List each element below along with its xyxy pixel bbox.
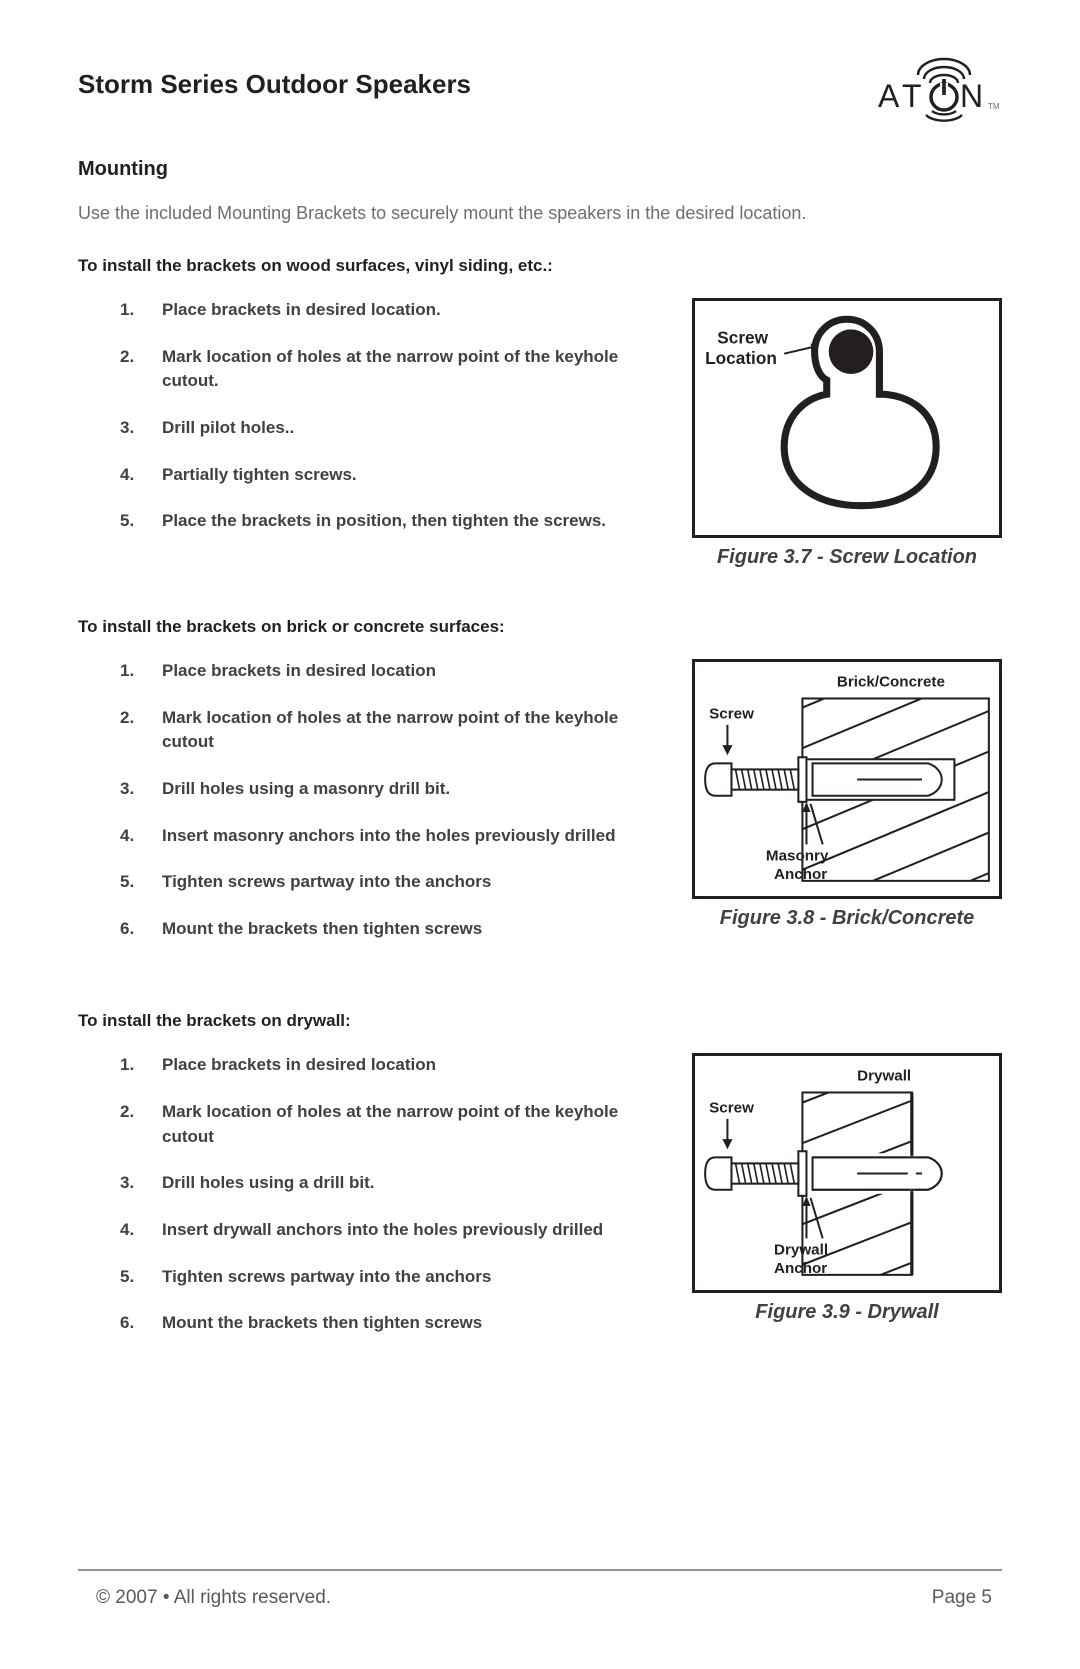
list-item: Mark location of holes at the narrow poi… (120, 706, 666, 755)
svg-text:Masonry: Masonry (766, 848, 829, 865)
list-item: Mark location of holes at the narrow poi… (120, 345, 666, 394)
figure-37: Screw Location Figure 3.7 - Screw Locati… (692, 298, 1002, 569)
svg-text:Drywall: Drywall (857, 1068, 911, 1085)
wood-heading: To install the brackets on wood surfaces… (78, 256, 1002, 276)
list-item: Partially tighten screws. (120, 463, 666, 488)
list-item: Mark location of holes at the narrow poi… (120, 1100, 666, 1149)
page-footer: © 2007 • All rights reserved. Page 5 (78, 1569, 1002, 1609)
fig37-label2: Location (705, 348, 777, 368)
wood-content-row: Place brackets in desired location. Mark… (78, 298, 1002, 569)
wood-steps: Place brackets in desired location. Mark… (78, 298, 666, 569)
figure-39-caption: Figure 3.9 - Drywall (692, 1293, 1002, 1324)
svg-text:N: N (960, 78, 983, 114)
list-item: Place the brackets in position, then tig… (120, 509, 666, 534)
section-title: Mounting (78, 158, 1002, 181)
svg-text:Screw: Screw (709, 1100, 754, 1117)
list-item: Tighten screws partway into the anchors (120, 1265, 666, 1290)
drywall-steps: Place brackets in desired location Mark … (78, 1053, 666, 1357)
list-item: Drill holes using a masonry drill bit. (120, 777, 666, 802)
list-item: Drill pilot holes.. (120, 416, 666, 441)
brick-heading: To install the brackets on brick or conc… (78, 617, 1002, 637)
page-number: Page 5 (932, 1587, 1002, 1609)
intro-text: Use the included Mounting Brackets to se… (78, 203, 1002, 224)
svg-text:Anchor: Anchor (774, 1260, 827, 1277)
svg-text:Drywall: Drywall (774, 1242, 828, 1259)
brick-content-row: Place brackets in desired location Mark … (78, 659, 1002, 963)
brick-steps: Place brackets in desired location Mark … (78, 659, 666, 963)
list-item: Tighten screws partway into the anchors (120, 870, 666, 895)
list-item: Drill holes using a drill bit. (120, 1171, 666, 1196)
figure-38: Brick/Concrete Screw Masonry Anchor Figu… (692, 659, 1002, 963)
svg-text:Screw: Screw (709, 706, 754, 723)
fig37-label1: Screw (717, 328, 768, 348)
svg-text:TM: TM (988, 102, 1000, 111)
svg-text:Brick/Concrete: Brick/Concrete (837, 673, 945, 690)
figure-38-caption: Figure 3.8 - Brick/Concrete (692, 899, 1002, 930)
list-item: Insert drywall anchors into the holes pr… (120, 1218, 666, 1243)
list-item: Place brackets in desired location. (120, 298, 666, 323)
page-title: Storm Series Outdoor Speakers (78, 55, 471, 100)
copyright: © 2007 • All rights reserved. (78, 1587, 331, 1609)
aton-logo: A T N TM (878, 55, 1002, 130)
drywall-heading: To install the brackets on drywall: (78, 1011, 1002, 1031)
list-item: Mount the brackets then tighten screws (120, 917, 666, 942)
svg-text:A: A (878, 78, 900, 114)
svg-text:Anchor: Anchor (774, 866, 827, 883)
figure-39: Drywall Screw Drywall Anchor Figure 3.9 … (692, 1053, 1002, 1357)
page-header: Storm Series Outdoor Speakers A T N TM (78, 55, 1002, 130)
svg-text:T: T (902, 78, 922, 114)
figure-37-caption: Figure 3.7 - Screw Location (692, 538, 1002, 569)
list-item: Insert masonry anchors into the holes pr… (120, 824, 666, 849)
list-item: Place brackets in desired location (120, 1053, 666, 1078)
list-item: Mount the brackets then tighten screws (120, 1311, 666, 1336)
drywall-content-row: Place brackets in desired location Mark … (78, 1053, 1002, 1357)
list-item: Place brackets in desired location (120, 659, 666, 684)
